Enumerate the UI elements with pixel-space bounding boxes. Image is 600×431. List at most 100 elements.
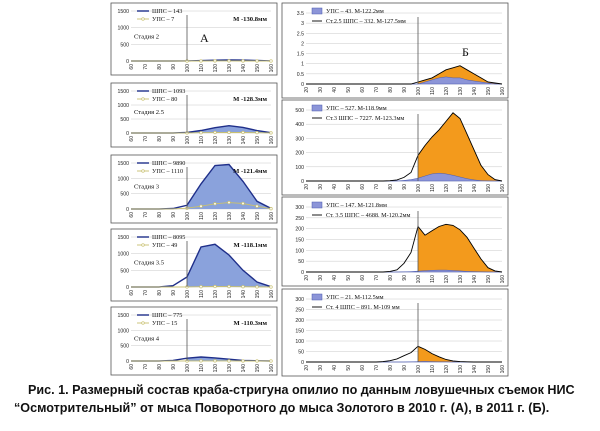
- ups-point: [241, 201, 245, 206]
- x-tick-label: 110: [430, 275, 436, 283]
- legend-ups-label: УПС – 1110: [152, 168, 183, 175]
- y-tick-label: 500: [120, 42, 129, 48]
- x-tick-label: 130: [227, 136, 233, 145]
- x-tick-label: 120: [444, 365, 450, 374]
- x-tick-label: 60: [129, 212, 135, 218]
- x-tick-label: 140: [472, 184, 478, 193]
- y-tick-label: 2.5: [297, 31, 304, 37]
- x-tick-label: 70: [143, 136, 149, 142]
- x-tick-label: 130: [227, 290, 233, 299]
- stage-label: Стадия 3.5: [134, 260, 165, 267]
- legend-shps-label: ШПС – 8095: [152, 234, 185, 241]
- caption-line-2: “Осмотрительный” от мыса Поворотного до …: [14, 401, 550, 415]
- chart-panel-8: 0 50 100 150 200 250 300 20 30 40 50 60 70 80 90 100 110…: [281, 196, 509, 287]
- x-tick-label: 70: [143, 290, 149, 296]
- ups-point: [241, 285, 245, 289]
- panel-frame: [281, 196, 509, 287]
- x-tick-label: 50: [346, 184, 352, 190]
- y-tick-label: 0: [301, 82, 304, 88]
- x-tick-label: 90: [171, 64, 177, 70]
- x-tick-label: 60: [360, 87, 366, 93]
- x-tick-label: 70: [143, 364, 149, 370]
- x-tick-label: 150: [486, 87, 492, 96]
- x-tick-label: 140: [472, 87, 478, 96]
- x-tick-label: 100: [185, 290, 191, 299]
- y-tick-label: 1500: [117, 9, 129, 15]
- shps-series-line: [306, 345, 502, 363]
- stage-label: Стадия 2.5: [134, 109, 165, 116]
- ups-point: [269, 131, 273, 135]
- legend-ups-label: УПС – 43. М-122.2мм: [326, 8, 384, 15]
- ups-point: [199, 131, 203, 135]
- ups-point: [227, 359, 231, 363]
- legend-shps-label: Ст.3 ШПС – 7227. М-123.3мм: [326, 115, 404, 122]
- legend-shps-label: ШПС – 775: [152, 312, 182, 319]
- x-tick-label: 90: [402, 184, 408, 190]
- y-tick-label: 0: [126, 131, 129, 137]
- y-tick-label: 500: [120, 117, 129, 123]
- x-tick-label: 130: [458, 365, 464, 374]
- x-tick-label: 90: [171, 212, 177, 218]
- y-tick-label: 1500: [117, 313, 129, 319]
- ups-point: [227, 59, 231, 63]
- legend-shps-label: ШПС – 1093: [152, 88, 185, 95]
- x-tick-label: 20: [304, 184, 310, 190]
- x-tick-label: 120: [213, 136, 219, 145]
- x-tick-label: 50: [346, 365, 352, 371]
- panel-frame: [110, 2, 278, 76]
- x-tick-label: 60: [360, 365, 366, 371]
- shps-area: [187, 125, 271, 133]
- x-tick-label: 30: [318, 275, 324, 281]
- x-tick-label: 120: [213, 364, 219, 373]
- x-tick-label: 20: [304, 87, 310, 93]
- shps-area: [418, 224, 502, 272]
- ups-point: [213, 59, 217, 63]
- x-tick-label: 110: [199, 212, 205, 220]
- y-tick-label: 0: [126, 285, 129, 291]
- y-tick-label: 100: [295, 248, 304, 254]
- legend-ups-label: УПС – 527. М-118.9мм: [326, 105, 387, 112]
- panel-frame: [110, 306, 278, 376]
- legend-ups-marker: [141, 243, 145, 247]
- stage-label: Стадия 3: [134, 183, 160, 190]
- legend-ups-label: УПС – 80: [152, 96, 177, 103]
- chart-panel-4: 0 500 1000 1500 60 70 80 90 100 110 120 130 140 150 16…: [110, 228, 278, 302]
- y-tick-label: 2: [301, 41, 304, 47]
- x-tick-label: 30: [318, 87, 324, 93]
- x-tick-label: 80: [157, 290, 163, 296]
- x-tick-label: 90: [402, 275, 408, 281]
- x-tick-label: 90: [402, 87, 408, 93]
- x-tick-label: 60: [129, 290, 135, 296]
- y-tick-label: 300: [295, 297, 304, 303]
- mean-label: М -130.8мм: [233, 16, 267, 23]
- legend-shps-label: Ст.2.5 ШПС – 332. М-127.5мм: [326, 18, 406, 25]
- ups-point: [213, 202, 217, 206]
- y-tick-label: 1000: [117, 328, 129, 334]
- chart-panel-9: 0 50 100 150 200 250 300 20 30 40 50 60 70 80 90 100 110…: [281, 288, 509, 377]
- x-tick-label: 100: [416, 184, 422, 193]
- x-tick-label: 90: [171, 136, 177, 142]
- legend-ups-swatch: [311, 104, 323, 112]
- chart-panel-2: 0 500 1000 1500 60 70 80 90 100 110 120 130 140 150 16…: [110, 82, 278, 148]
- ups-point: [241, 130, 245, 135]
- y-tick-label: 50: [298, 259, 304, 265]
- x-tick-label: 120: [444, 184, 450, 193]
- legend-ups-swatch: [311, 7, 323, 15]
- x-tick-label: 120: [213, 290, 219, 299]
- ups-point: [269, 285, 273, 289]
- y-tick-label: 250: [295, 216, 304, 222]
- ups-point: [255, 131, 259, 135]
- y-tick-label: 1500: [117, 161, 129, 167]
- y-tick-label: 0: [301, 270, 304, 276]
- x-tick-label: 50: [346, 87, 352, 93]
- x-tick-label: 140: [241, 136, 247, 145]
- shps-series-line: [306, 65, 503, 85]
- y-tick-label: 500: [120, 344, 129, 350]
- x-tick-label: 80: [388, 275, 394, 281]
- x-tick-label: 80: [157, 136, 163, 142]
- x-tick-label: 110: [430, 184, 436, 192]
- x-tick-label: 40: [332, 275, 338, 281]
- x-tick-label: 90: [171, 290, 177, 296]
- x-tick-label: 150: [255, 64, 261, 73]
- mean-label: М -128.3мм: [233, 96, 267, 103]
